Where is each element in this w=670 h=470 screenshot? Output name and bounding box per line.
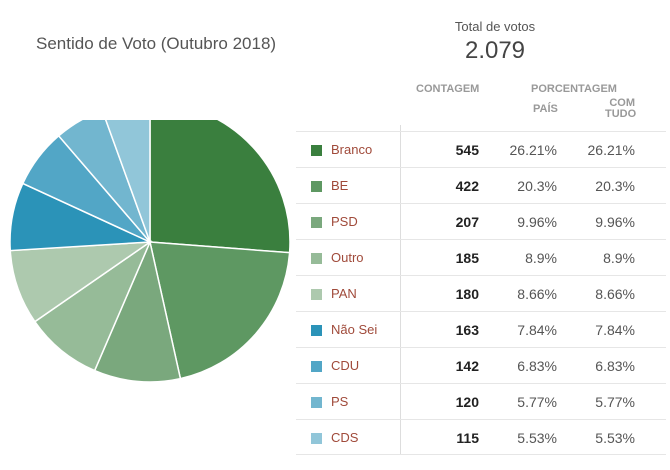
- pie-slice-cds[interactable]: [102, 120, 151, 243]
- count-cell: 545: [455, 142, 479, 158]
- legend-swatch: [311, 253, 322, 264]
- pie-chart: [9, 120, 291, 383]
- legend-swatch: [311, 289, 322, 300]
- legend-swatch: [311, 433, 322, 444]
- table-row: Outro 185 8.9% 8.9%: [296, 239, 666, 275]
- table-row: BE 422 20.3% 20.3%: [296, 167, 666, 203]
- table-row: Branco 545 26.21% 26.21%: [296, 131, 666, 167]
- percent-all-cell: 8.9%: [603, 250, 635, 266]
- legend-label[interactable]: PS: [331, 394, 349, 409]
- table-row: PS 120 5.77% 5.77%: [296, 383, 666, 419]
- pie-slice-branco[interactable]: [149, 120, 291, 254]
- table-row: CDS 115 5.53% 5.53%: [296, 419, 666, 455]
- table-row: PSD 207 9.96% 9.96%: [296, 203, 666, 239]
- table-row: PAN 180 8.66% 8.66%: [296, 275, 666, 311]
- percent-country-cell: 8.66%: [517, 286, 557, 302]
- legend-label[interactable]: PSD: [331, 214, 358, 229]
- legend-table: Branco 545 26.21% 26.21% BE 422 20.3% 20.3% PSD 2…: [296, 131, 666, 455]
- header-all: COM TUDO: [605, 97, 637, 120]
- legend-swatch: [311, 361, 322, 372]
- legend-swatch: [311, 217, 322, 228]
- chart-title: Sentido de Voto (Outubro 2018): [36, 34, 277, 53]
- header-count: CONTAGEM: [416, 83, 480, 95]
- percent-all-cell: 8.66%: [595, 286, 635, 302]
- percent-country-cell: 20.3%: [517, 178, 557, 194]
- count-cell: 422: [455, 178, 479, 194]
- table-row: CDU 142 6.83% 6.83%: [296, 347, 666, 383]
- legend-swatch: [311, 397, 322, 408]
- pie-slice-psd[interactable]: [93, 239, 182, 383]
- count-cell: 115: [456, 430, 479, 446]
- percent-country-cell: 7.84%: [517, 322, 557, 338]
- percent-country-cell: 9.96%: [517, 214, 557, 230]
- count-cell: 207: [455, 214, 479, 230]
- count-cell: 163: [455, 322, 479, 338]
- legend-label[interactable]: BE: [331, 178, 349, 193]
- legend-swatch: [311, 325, 322, 336]
- pie-slice-ps[interactable]: [57, 120, 151, 243]
- legend-label[interactable]: Outro: [331, 250, 364, 265]
- percent-all-cell: 5.53%: [595, 430, 635, 446]
- count-cell: 185: [455, 250, 479, 266]
- total-votes-value: 2.079: [464, 37, 526, 64]
- percent-all-cell: 20.3%: [595, 178, 635, 194]
- legend-label[interactable]: Branco: [331, 142, 373, 157]
- legend-label[interactable]: PAN: [331, 286, 357, 301]
- pie-slice-be[interactable]: [149, 241, 291, 380]
- percent-country-cell: 5.53%: [517, 430, 557, 446]
- column-divider: [400, 125, 401, 455]
- header-percent: PORCENTAGEM: [531, 83, 617, 95]
- percent-country-cell: 26.21%: [509, 142, 557, 158]
- header-all-line1: COM: [609, 97, 635, 109]
- count-cell: 180: [455, 286, 479, 302]
- count-cell: 120: [455, 394, 479, 410]
- count-cell: 142: [455, 358, 479, 374]
- percent-country-cell: 6.83%: [517, 358, 557, 374]
- legend-label[interactable]: CDS: [331, 430, 359, 445]
- percent-all-cell: 6.83%: [595, 358, 635, 374]
- header-country: PAÍS: [533, 103, 558, 115]
- legend-swatch: [311, 145, 322, 156]
- percent-country-cell: 8.9%: [525, 250, 557, 266]
- legend-label[interactable]: Não Sei: [331, 322, 378, 337]
- header-all-line2: TUDO: [605, 108, 637, 120]
- table-row: Não Sei 163 7.84% 7.84%: [296, 311, 666, 347]
- total-votes-label: Total de votos: [454, 19, 536, 34]
- legend-label[interactable]: CDU: [331, 358, 360, 373]
- percent-all-cell: 26.21%: [587, 142, 635, 158]
- legend-swatch: [311, 181, 322, 192]
- percent-all-cell: 9.96%: [595, 214, 635, 230]
- percent-all-cell: 5.77%: [595, 394, 635, 410]
- percent-country-cell: 5.77%: [517, 394, 557, 410]
- percent-all-cell: 7.84%: [595, 322, 635, 338]
